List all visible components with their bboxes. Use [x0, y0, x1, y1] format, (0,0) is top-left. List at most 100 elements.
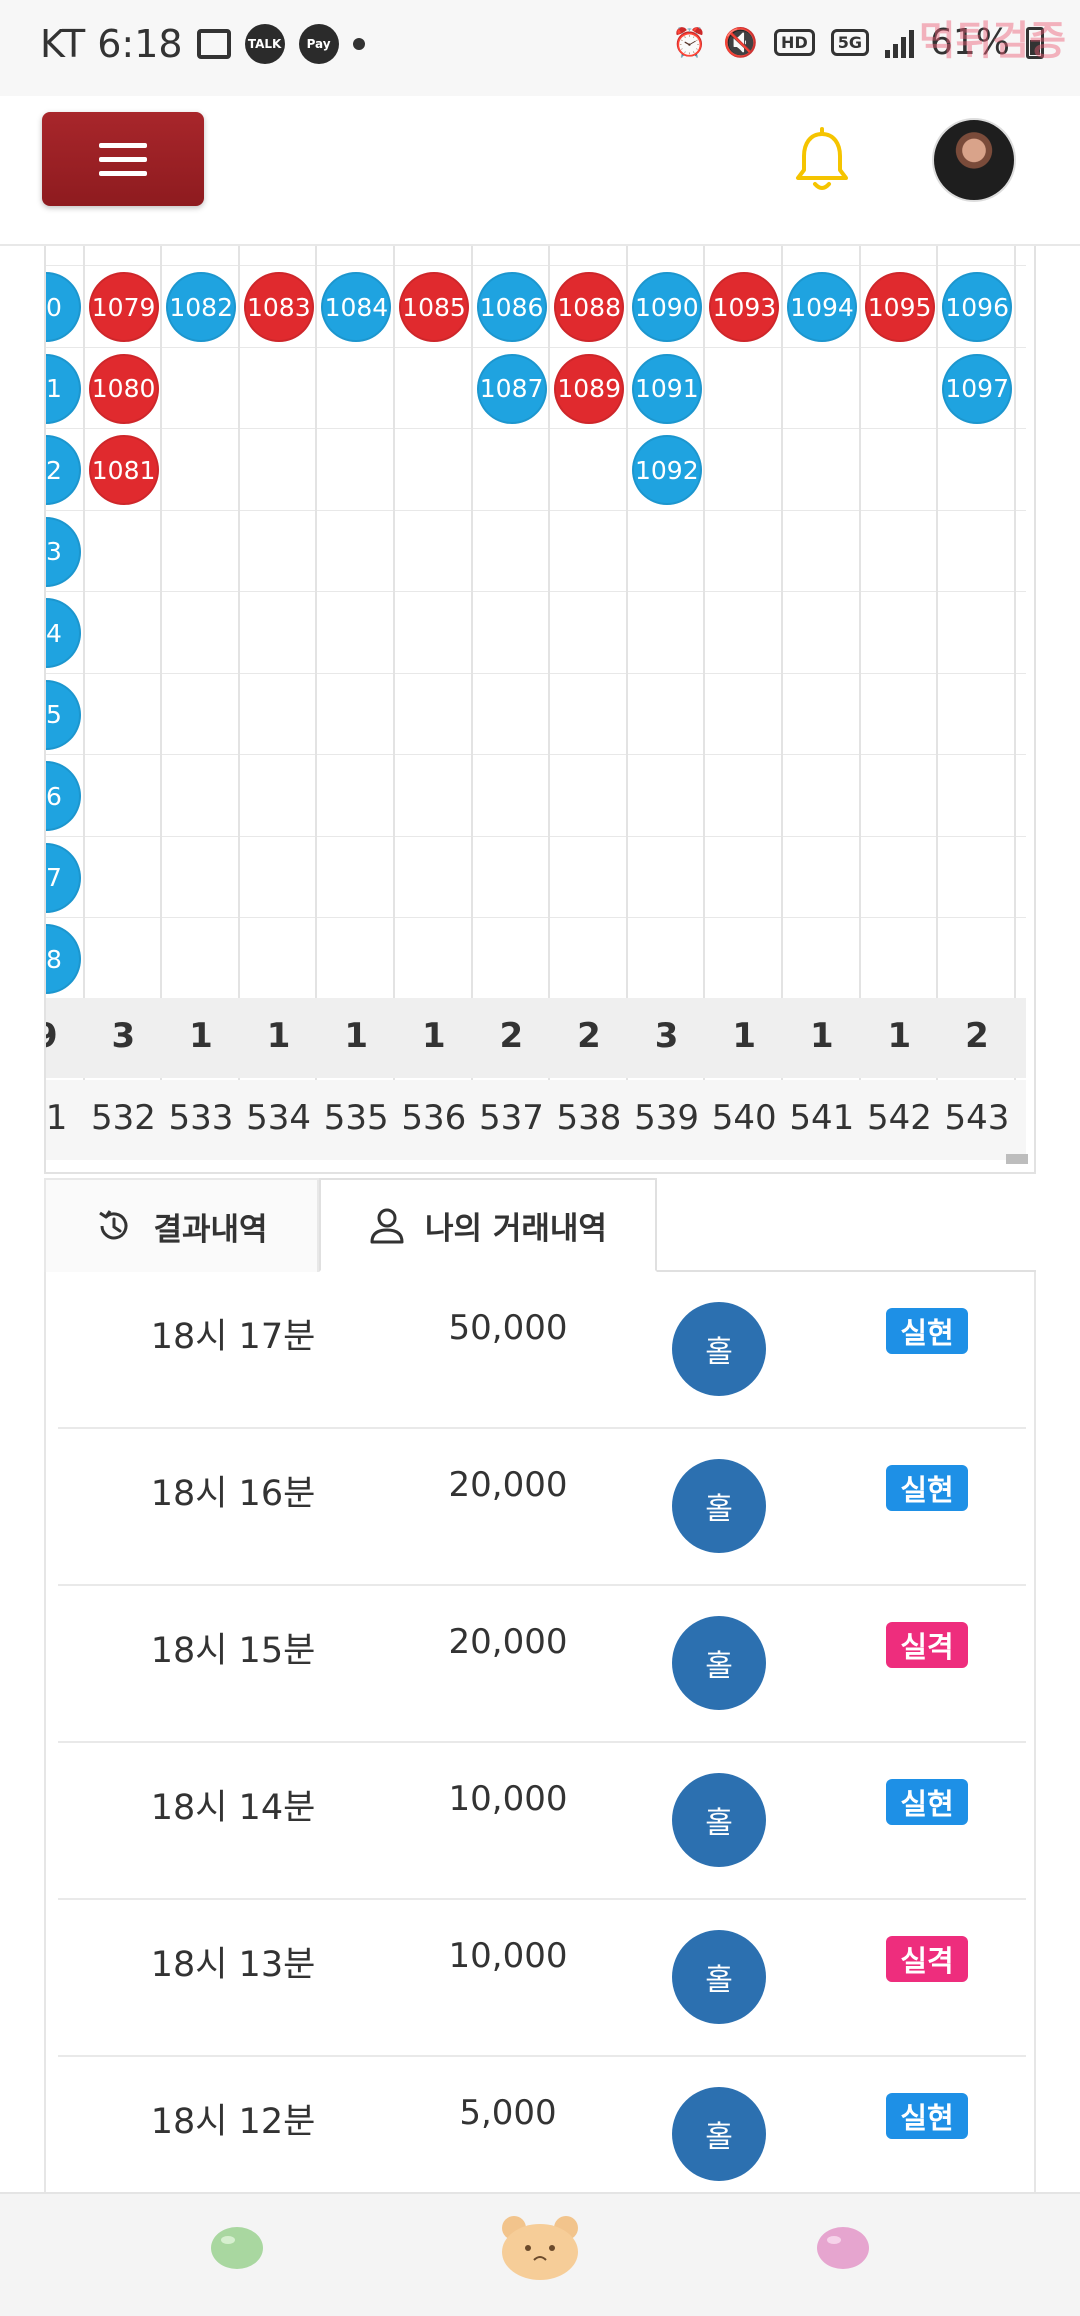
status-left: KT 6:18 TALK Pay: [40, 22, 365, 66]
pink-bean-icon[interactable]: [814, 2222, 872, 2274]
round-cell: 539: [634, 1098, 700, 1138]
talk-icon: TALK: [244, 24, 285, 64]
status-bar: KT 6:18 TALK Pay ⏰ 🔇 HD 5G 61% 먹튀검증: [0, 0, 1080, 96]
green-bean-icon[interactable]: [208, 2222, 266, 2274]
result-ball: 1087: [476, 353, 547, 424]
round-cell: 532: [90, 1098, 156, 1138]
result-ball: 1092: [631, 435, 702, 505]
count-cell: 1: [809, 1016, 834, 1056]
round-cell: 543: [944, 1098, 1010, 1138]
round-cell: 538: [556, 1098, 622, 1138]
grid-column: [240, 246, 318, 1146]
trade-time: 18시 13분: [150, 1945, 316, 1985]
grid-column: [317, 246, 395, 1146]
user-icon: [370, 1208, 404, 1244]
round-cell: 534: [246, 1098, 312, 1138]
grid-row-line: [46, 754, 1026, 755]
count-cell: 3: [654, 1016, 679, 1056]
bell-icon[interactable]: [792, 126, 852, 196]
grid-row-line: [46, 265, 1026, 266]
result-ball: 1086: [476, 272, 547, 342]
trade-list: 18시 17분 50,000 홀 실현 18시 16분 20,000 홀 실현 18시 15분 2…: [44, 1272, 1036, 2214]
result-ball: 1089: [554, 353, 625, 424]
network-5g-icon: 5G: [830, 29, 869, 56]
trade-result-badge: 실현: [886, 1779, 968, 1825]
signal-icon: [884, 28, 914, 58]
hamburger-line: [99, 142, 147, 148]
result-ball: 1079: [88, 272, 159, 342]
trade-pick-badge: 홀: [672, 1616, 766, 1710]
result-ball: 1093: [709, 272, 780, 342]
grid-row-line: [46, 591, 1026, 592]
trade-time: 18시 16분: [150, 1474, 316, 1514]
grid-column: [938, 246, 1016, 1146]
result-ball: 1094: [787, 272, 857, 342]
grid-row-line: [46, 917, 1026, 918]
trade-amount: 10,000: [448, 1779, 568, 1819]
grid-row-line: [46, 509, 1026, 511]
grid-row-line: [46, 428, 1026, 429]
round-cell: 533: [168, 1098, 234, 1138]
grid-column: [783, 246, 861, 1146]
grid-column: [861, 246, 939, 1146]
count-cell: 1: [732, 1016, 757, 1056]
trade-row[interactable]: 18시 12분 5,000 홀 실현: [58, 2057, 1026, 2214]
notification-dot-icon: [352, 38, 365, 50]
bear-face-icon[interactable]: [498, 2214, 582, 2282]
trade-amount: 50,000: [448, 1308, 568, 1348]
trade-amount: 20,000: [448, 1622, 568, 1662]
grid-column: [85, 246, 163, 1146]
result-ball: 1082: [166, 272, 237, 342]
bottom-nav: [0, 2192, 1080, 2316]
trade-row[interactable]: 18시 16분 20,000 홀 실현: [58, 1429, 1026, 1586]
result-ball: 1090: [631, 272, 702, 342]
tab-my-trades[interactable]: 나의 거래내역: [319, 1178, 657, 1272]
round-cell: 541: [789, 1098, 855, 1138]
alarm-icon: ⏰: [672, 26, 708, 59]
trade-pick-badge: 홀: [672, 1459, 766, 1553]
trade-row[interactable]: 18시 14분 10,000 홀 실현: [58, 1743, 1026, 1900]
trade-result-badge: 실현: [886, 2093, 968, 2139]
result-ball: 1097: [942, 353, 1013, 424]
grid-row-line: [46, 346, 1026, 348]
trade-amount: 10,000: [448, 1936, 568, 1976]
count-cell: 3: [111, 1016, 136, 1056]
status-right: ⏰ 🔇 HD 5G 61%: [672, 22, 1044, 63]
count-row: [46, 998, 1026, 1078]
menu-button[interactable]: [42, 112, 204, 206]
trade-time: 18시 12분: [150, 2102, 316, 2142]
grid-column: [705, 246, 783, 1146]
history-tabs: 결과내역 나의 거래내역: [44, 1178, 1036, 1272]
trade-pick-badge: 홀: [672, 2087, 766, 2181]
round-cell: 540: [711, 1098, 777, 1138]
battery-percent: 61%: [929, 22, 1010, 63]
result-ball: 1095: [864, 272, 935, 342]
round-cell: 535: [323, 1098, 389, 1138]
count-cell: 2: [965, 1016, 989, 1056]
grid-row-line: [46, 835, 1026, 837]
result-ball: 1085: [399, 272, 469, 342]
avatar[interactable]: [932, 118, 1016, 202]
trade-row[interactable]: 18시 15분 20,000 홀 실격: [58, 1586, 1026, 1743]
trade-row[interactable]: 18시 13분 10,000 홀 실격: [58, 1900, 1026, 2057]
carrier-time: KT 6:18: [40, 22, 183, 66]
horizontal-scrollbar[interactable]: [1006, 1154, 1028, 1164]
result-ball: 1091: [631, 353, 702, 424]
trade-pick-badge: 홀: [672, 1930, 766, 2024]
tab-results[interactable]: 결과내역: [44, 1178, 319, 1272]
result-grid[interactable]: 7071727374757677781079108010811082108310…: [46, 246, 1026, 1160]
count-cell: 1: [266, 1016, 291, 1056]
trade-row[interactable]: 18시 17분 50,000 홀 실현: [58, 1272, 1026, 1429]
result-ball: 1081: [88, 435, 159, 505]
mute-icon: 🔇: [723, 26, 759, 59]
grid-column: [473, 246, 551, 1146]
result-ball: 1088: [554, 272, 625, 342]
trade-result-badge: 실현: [886, 1308, 968, 1354]
grid-column: [395, 246, 473, 1146]
hamburger-line: [99, 170, 147, 176]
round-row: [46, 1080, 1026, 1160]
tab-results-label: 결과내역: [153, 1211, 268, 1248]
battery-icon: [1026, 26, 1044, 59]
count-cell: 1: [421, 1016, 446, 1056]
count-cell: 1: [887, 1016, 912, 1056]
